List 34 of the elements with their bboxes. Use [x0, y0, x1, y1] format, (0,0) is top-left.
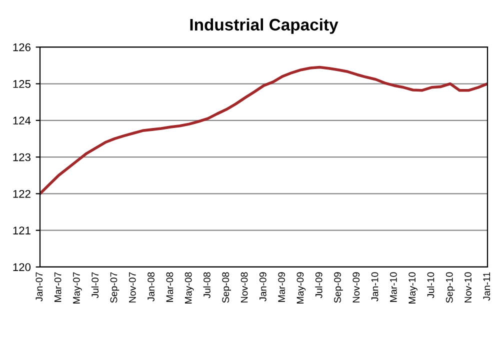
x-tick-label: Nov-08: [240, 272, 248, 302]
x-tick-label: Jan-08: [148, 272, 154, 302]
line-series: [40, 66, 488, 196]
x-tick-label: Sep-09: [334, 272, 343, 303]
x-tick-label: Jul-10: [427, 272, 434, 298]
x-tick-label: Jul-09: [315, 272, 322, 298]
y-tick-label: 120: [13, 263, 31, 272]
y-tick-label: 125: [13, 80, 31, 88]
y-tick-label: 126: [13, 43, 30, 52]
x-tick-label: Jul-07: [91, 272, 99, 298]
chart-title: Industrial Capacity: [190, 18, 338, 34]
x-tick-label: Nov-10: [464, 272, 472, 302]
y-tick-label: 124: [13, 116, 31, 124]
x-tick-label: Mar-08: [166, 272, 174, 302]
x-tick-label: Mar-07: [54, 272, 62, 302]
y-tick-label: 123: [13, 153, 30, 162]
x-tick-label: Mar-09: [278, 272, 286, 302]
x-tick-label: May-09: [296, 272, 306, 304]
x-tick-label: Sep-07: [110, 272, 120, 303]
x-tick-label: Sep-10: [446, 272, 455, 303]
y-tick-label: 122: [13, 190, 30, 198]
x-tick-label: Jan-11: [483, 272, 490, 301]
x-tick-label: Sep-08: [222, 272, 231, 303]
x-tick-label: Jan-09: [259, 272, 266, 302]
y-tick-label: 121: [13, 226, 30, 234]
x-tick-label: Jan-07: [36, 272, 43, 302]
x-tick-label: Jul-08: [203, 272, 210, 298]
x-tick-label: May-08: [184, 272, 194, 304]
x-tick-label: Nov-09: [352, 272, 360, 302]
x-tick-label: Nov-07: [128, 272, 136, 302]
x-tick-label: May-07: [73, 272, 82, 304]
x-tick-label: May-10: [408, 272, 418, 304]
x-tick-label: Jan-10: [371, 272, 378, 302]
x-tick-label: Mar-10: [390, 272, 397, 302]
